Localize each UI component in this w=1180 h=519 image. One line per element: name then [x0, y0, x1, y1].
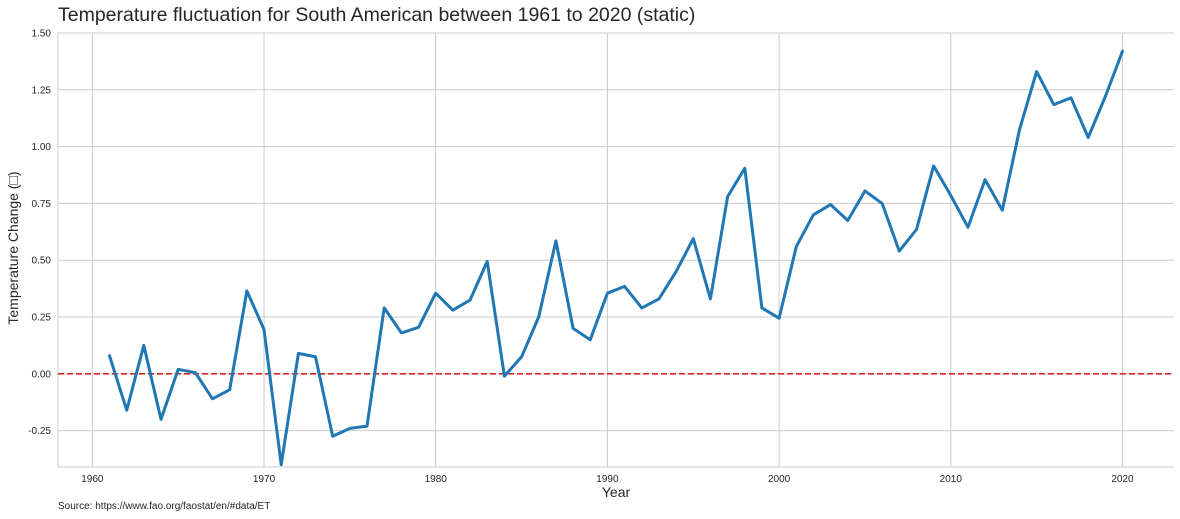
data-point	[1053, 104, 1054, 105]
data-point	[676, 271, 677, 272]
x-tick-label: 1980	[425, 474, 448, 485]
data-point	[796, 246, 797, 247]
data-point	[178, 369, 179, 370]
data-point	[607, 293, 608, 294]
data-point	[229, 389, 230, 390]
data-point	[1122, 51, 1123, 52]
data-point	[864, 190, 865, 191]
data-point	[899, 251, 900, 252]
data-point	[452, 310, 453, 311]
data-point	[779, 318, 780, 319]
data-point	[384, 307, 385, 308]
data-point	[882, 203, 883, 204]
data-point	[985, 179, 986, 180]
y-tick-label: 0.25	[32, 313, 52, 324]
data-point	[555, 240, 556, 241]
data-point	[761, 307, 762, 308]
data-point	[1088, 137, 1089, 138]
data-point	[624, 286, 625, 287]
data-point	[418, 327, 419, 328]
data-point	[143, 345, 144, 346]
data-point	[1105, 96, 1106, 97]
data-point	[195, 372, 196, 373]
y-tick-label: 0.00	[32, 369, 52, 380]
data-point	[847, 220, 848, 221]
data-point	[401, 332, 402, 333]
data-point	[967, 227, 968, 228]
data-point	[710, 298, 711, 299]
x-tick-label: 1990	[596, 474, 619, 485]
chart-title: Temperature fluctuation for South Americ…	[58, 4, 696, 26]
data-point	[933, 165, 934, 166]
data-point	[1070, 97, 1071, 98]
source-note: Source: https://www.fao.org/faostat/en/#…	[58, 501, 271, 512]
y-axis-label: Temperature Change (□)	[5, 171, 21, 325]
axes: -0.25 0.00 0.25 0.50 0.75 1.00 1.25 1.50 1960 197…	[28, 29, 1174, 485]
data-point	[332, 436, 333, 437]
data-point	[264, 329, 265, 330]
data-point	[521, 356, 522, 357]
data-point	[298, 353, 299, 354]
data-point	[126, 410, 127, 411]
x-tick-label: 2010	[940, 474, 963, 485]
data-point	[916, 229, 917, 230]
data-point	[658, 298, 659, 299]
y-tick-label: 1.25	[32, 85, 52, 96]
data-point	[1019, 129, 1020, 130]
series-group	[108, 49, 1124, 467]
data-point	[727, 196, 728, 197]
data-point	[693, 238, 694, 239]
x-tick-label: 2000	[768, 474, 791, 485]
data-point	[470, 299, 471, 300]
data-point	[349, 428, 350, 429]
data-point	[538, 317, 539, 318]
data-point	[367, 426, 368, 427]
y-tick-label: 1.00	[32, 142, 52, 153]
data-point	[1002, 210, 1003, 211]
data-point	[573, 328, 574, 329]
y-tick-label: 1.50	[32, 29, 52, 40]
x-tick-label: 1960	[81, 474, 104, 485]
y-tick-label: 0.50	[32, 256, 52, 267]
data-point	[590, 339, 591, 340]
data-point	[109, 355, 110, 356]
x-tick-label: 2020	[1111, 474, 1134, 485]
y-tick-label: -0.25	[28, 426, 51, 437]
data-point	[435, 293, 436, 294]
data-point	[813, 214, 814, 215]
data-point	[487, 261, 488, 262]
data-point	[744, 168, 745, 169]
x-axis-label: Year	[601, 484, 631, 500]
y-tick-label: 0.75	[32, 199, 52, 210]
data-point	[830, 204, 831, 205]
data-point	[281, 464, 282, 465]
grid	[58, 32, 1174, 467]
data-point	[504, 376, 505, 377]
data-point	[315, 356, 316, 357]
data-point	[641, 307, 642, 308]
data-point	[950, 195, 951, 196]
data-point	[246, 290, 247, 291]
x-tick-label: 1970	[253, 474, 276, 485]
data-point	[161, 419, 162, 420]
data-point	[212, 398, 213, 399]
series-line	[108, 49, 1124, 467]
data-point	[1036, 71, 1037, 72]
